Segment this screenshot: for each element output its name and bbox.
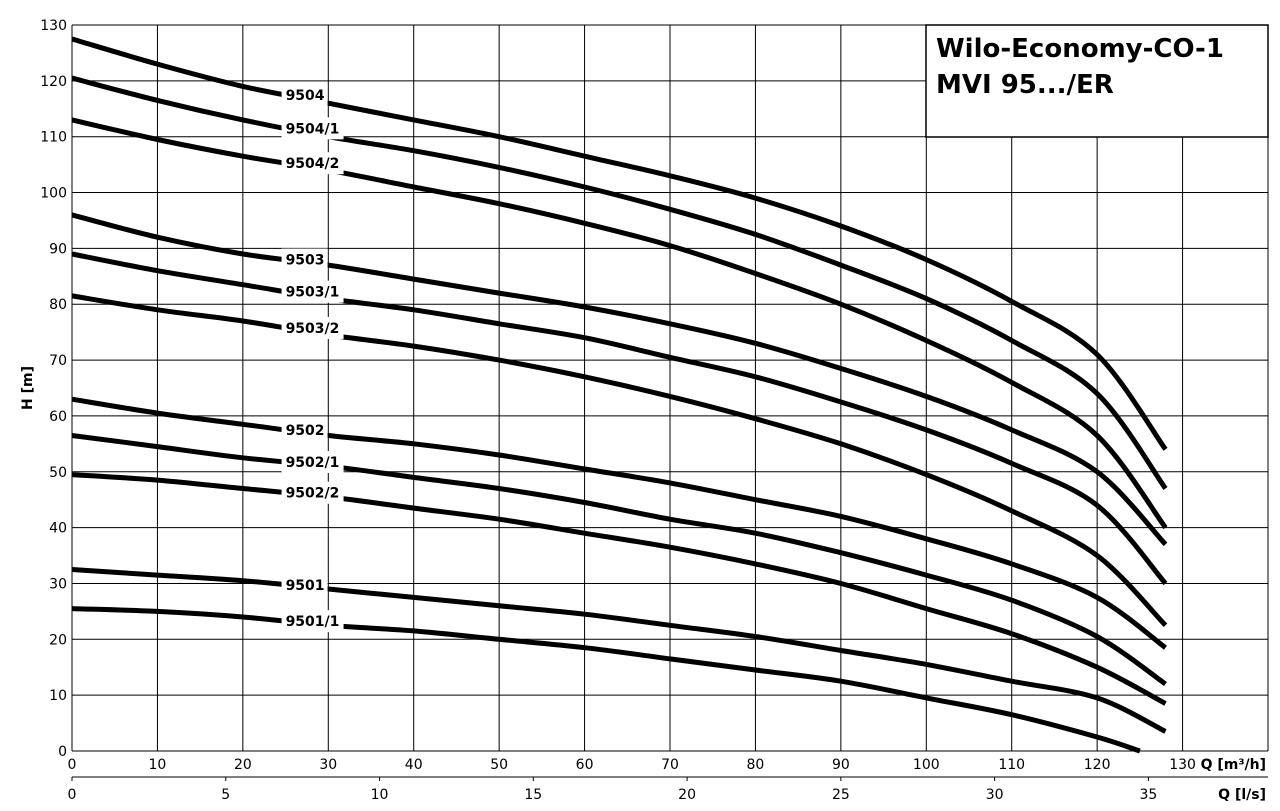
y-tick-label: 130 [40, 18, 67, 34]
x-axis-ticks-ls: 0 5 10 15 20 25 30 35 [68, 777, 1157, 803]
chart-title-line: Wilo-Economy-CO-1 [936, 34, 1224, 64]
series-label-bg [281, 450, 344, 473]
y-tick-label: 90 [49, 241, 67, 257]
series-label: 9501/1 [286, 614, 340, 630]
y-tick-label: 120 [40, 74, 67, 90]
x2-tick-label: 20 [678, 787, 696, 803]
y-tick-label: 110 [40, 130, 67, 146]
x-tick-label: 90 [832, 757, 850, 773]
chart-title-line: MVI 95.../ER [936, 70, 1114, 100]
x2-tick-label: 25 [832, 787, 850, 803]
series-label: 9502/2 [286, 486, 340, 502]
series-label-bg [281, 573, 328, 596]
series-line-9501-1 [71, 606, 1141, 754]
x-axis-label-ls: Q [l/s] [1218, 787, 1266, 803]
series-label-bg [281, 316, 344, 339]
x2-tick-label: 30 [986, 787, 1004, 803]
series-label-bg [281, 280, 344, 303]
series-line-9501 [71, 567, 1167, 734]
series-line-9503 [71, 212, 1168, 547]
y-tick-label: 20 [49, 632, 67, 648]
series-line-9502-2 [71, 472, 1167, 706]
series-label: 9503 [286, 253, 325, 269]
x2-tick-label: 0 [68, 787, 77, 803]
series-line-9503-1 [71, 251, 1168, 586]
series-label: 9504 [286, 88, 325, 104]
series-label-bg [281, 117, 344, 140]
x-tick-label: 130 [1169, 757, 1196, 773]
series-line-9503-2 [71, 293, 1168, 628]
x-axis-ticks-m3h: 0 10 20 30 40 50 60 70 80 90 100 110 120 130 [68, 757, 1196, 773]
y-tick-label: 10 [49, 688, 67, 704]
x2-tick-label: 15 [524, 787, 542, 803]
x-tick-label: 20 [234, 757, 252, 773]
series-label-bg [281, 248, 328, 271]
series-line-9504-1 [71, 75, 1168, 490]
series-label: 9503/1 [286, 285, 340, 301]
series-label: 9503/2 [286, 321, 340, 337]
x2-tick-label: 35 [1139, 787, 1157, 803]
x-tick-label: 10 [149, 757, 167, 773]
y-tick-label: 60 [49, 409, 67, 425]
series-line-9502 [71, 396, 1167, 650]
series-label: 9501 [286, 578, 325, 594]
series-label-bg [281, 418, 328, 441]
y-axis-ticks: 0 10 20 30 40 50 60 70 80 90 100 110 120 130 [40, 18, 67, 760]
series-label: 9502 [286, 423, 325, 439]
x-tick-label: 80 [747, 757, 765, 773]
x-tick-label: 70 [661, 757, 679, 773]
y-tick-label: 40 [49, 521, 67, 537]
x-tick-label: 120 [1084, 757, 1111, 773]
x-tick-label: 110 [998, 757, 1025, 773]
x2-tick-label: 5 [221, 787, 230, 803]
series-label-bg [281, 610, 344, 633]
x-axis-label-m3h: Q [m³/h] [1201, 757, 1266, 773]
series-label-bg [281, 152, 344, 175]
series-label: 9504/1 [286, 121, 340, 137]
y-tick-label: 80 [49, 297, 67, 313]
title-box: Wilo-Economy-CO-1 MVI 95.../ER [925, 24, 1269, 138]
y-tick-label: 70 [49, 353, 67, 369]
y-tick-label: 0 [58, 744, 67, 760]
title-frame [925, 24, 1269, 138]
y-tick-label: 100 [40, 186, 67, 202]
series-line-9502-1 [71, 433, 1167, 687]
y-tick-label: 50 [49, 465, 67, 481]
series-line-9504 [71, 36, 1168, 451]
x-tick-label: 100 [913, 757, 940, 773]
y-tick-label: 30 [49, 576, 67, 592]
x2-tick-label: 10 [371, 787, 389, 803]
x-tick-label: 0 [68, 757, 77, 773]
x-tick-label: 60 [576, 757, 594, 773]
series-label-bg [281, 83, 328, 106]
curves: 9504 9504/1 9504/2 9503 9503/1 9503/2 9502 9502… [71, 36, 1168, 754]
series-label: 9504/2 [286, 156, 340, 172]
series-line-9504-2 [71, 117, 1168, 530]
y-axis-label: H [m] [20, 366, 36, 410]
x-tick-label: 30 [319, 757, 337, 773]
series-label-bg [281, 481, 344, 504]
x-tick-label: 40 [405, 757, 423, 773]
series-label: 9502/1 [286, 455, 340, 471]
x-tick-label: 50 [490, 757, 508, 773]
